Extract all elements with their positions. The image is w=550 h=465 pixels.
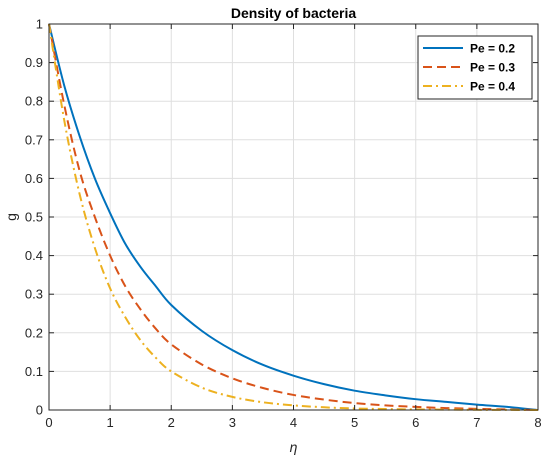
chart-title: Density of bacteria <box>231 5 356 21</box>
x-tick-label: 5 <box>351 415 358 430</box>
y-axis-label: g <box>3 213 19 221</box>
y-tick-label: 0.3 <box>25 287 43 302</box>
x-tick-label: 6 <box>412 415 419 430</box>
legend-label: Pe = 0.2 <box>470 42 515 56</box>
y-tick-label: 1 <box>36 17 43 32</box>
x-tick-label: 1 <box>107 415 114 430</box>
y-tick-label: 0.9 <box>25 55 43 70</box>
y-tick-label: 0.5 <box>25 210 43 225</box>
y-tick-label: 0.1 <box>25 364 43 379</box>
x-tick-label: 2 <box>168 415 175 430</box>
y-tick-label: 0.4 <box>25 248 43 263</box>
x-tick-label: 4 <box>290 415 297 430</box>
y-tick-label: 0.8 <box>25 94 43 109</box>
x-tick-label: 0 <box>45 415 52 430</box>
y-tick-label: 0.6 <box>25 171 43 186</box>
grid <box>48 23 539 411</box>
series-line-1 <box>48 23 539 411</box>
x-tick-label: 7 <box>473 415 480 430</box>
x-tick-label: 3 <box>229 415 236 430</box>
x-axis-label: η <box>290 439 298 455</box>
legend-label: Pe = 0.4 <box>470 80 515 94</box>
legend-label: Pe = 0.3 <box>470 61 515 75</box>
y-tick-label: 0.2 <box>25 325 43 340</box>
legend: Pe = 0.2 Pe = 0.3 Pe = 0.4 <box>417 35 533 100</box>
axis-ticks: 0 1 2 3 4 5 6 7 8 0 0.1 0.2 0.3 0.4 0.5 0.6 0.7 0.8 0.9 1 <box>25 17 542 431</box>
y-tick-label: 0.7 <box>25 132 43 147</box>
y-tick-label: 0 <box>36 403 43 418</box>
x-tick-label: 8 <box>534 415 541 430</box>
series-line-2 <box>48 23 539 411</box>
